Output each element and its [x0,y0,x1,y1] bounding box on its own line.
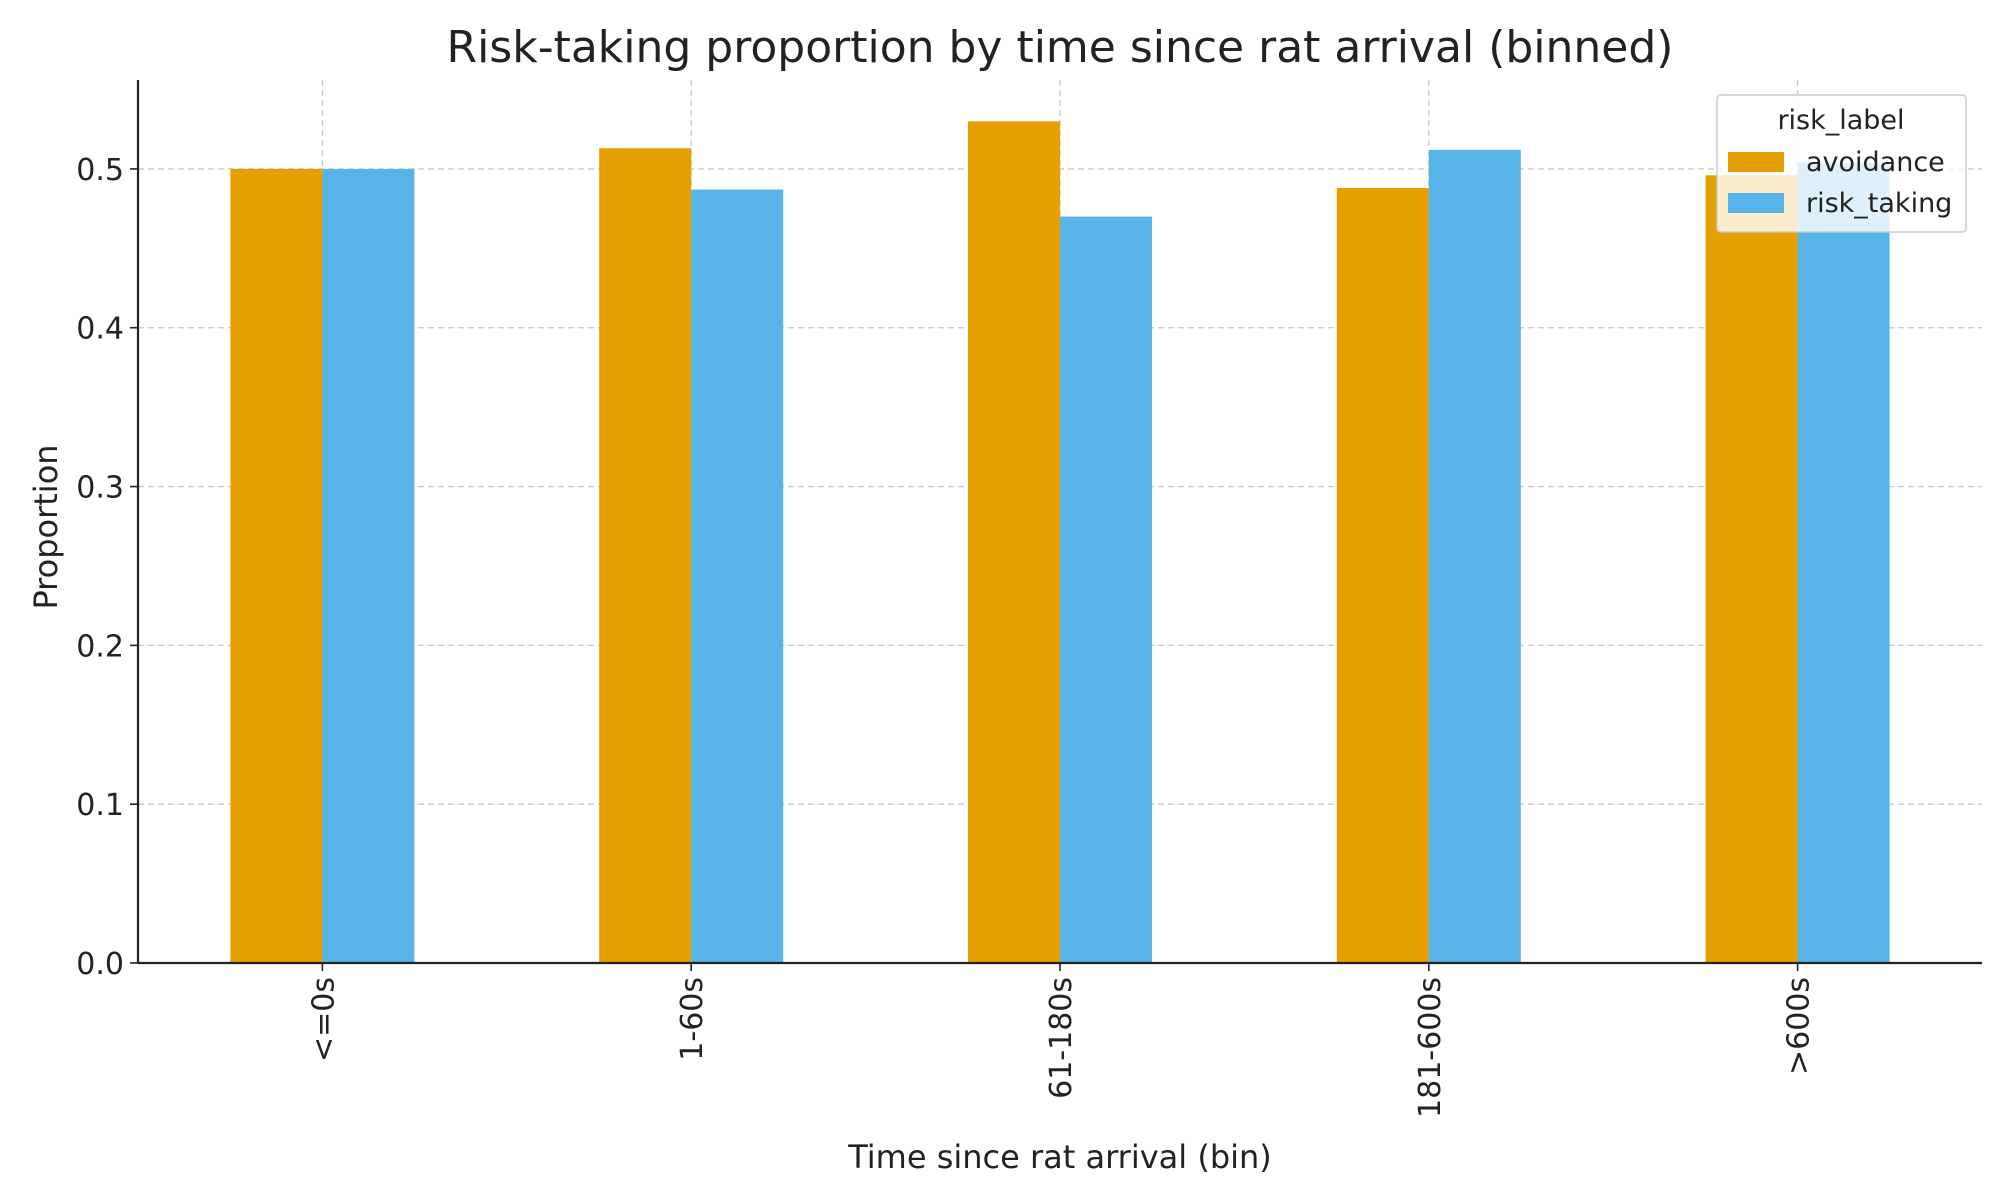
x-axis-label: Time since rat arrival (bin) [847,1138,1272,1176]
legend-swatch-risk-taking [1728,193,1784,213]
legend-label-risk-taking: risk_taking [1806,188,1952,219]
axes [130,80,1982,971]
y-tick-label: 0.2 [76,629,124,664]
x-tick-label-1-60s: 1-60s [675,977,710,1061]
y-tick-label: 0.0 [76,947,124,982]
x-tick-label-181-600s: 181-600s [1413,977,1448,1118]
x-tick-labels: <=0s 1-60s 61-180s 181-600s >600s [306,977,1816,1118]
chart-title: Risk-taking proportion by time since rat… [447,22,1674,73]
y-tick-label: 0.5 [76,153,124,188]
bar-risk-taking-0s [322,168,415,964]
bar-avoidance-181-600s [1336,187,1429,964]
bars [230,121,1890,964]
bar-risk-taking-181-600s [1428,149,1521,964]
bar-risk-taking-600s [1797,162,1890,963]
bar-avoidance-0s [230,168,323,964]
legend-swatch-avoidance [1728,152,1784,172]
bar-risk-taking-61-180s [1060,216,1152,964]
x-tick-label-0s: <=0s [306,977,341,1062]
y-tick-label: 0.3 [76,471,124,506]
y-axis-label: Proportion [27,444,65,609]
bar-avoidance-1-60s [599,148,692,964]
bar-avoidance-61-180s [968,121,1060,963]
bar-risk-taking-1-60s [691,189,784,963]
x-tick-label-600s: >600s [1782,977,1817,1075]
legend-label-avoidance: avoidance [1806,147,1945,178]
y-tick-labels: 0.0 0.1 0.2 0.3 0.4 0.5 [76,153,124,982]
legend-title: risk_label [1777,105,1904,136]
y-tick-label: 0.1 [76,788,124,823]
bar-avoidance-600s [1705,175,1798,963]
y-tick-label: 0.4 [76,312,124,347]
x-tick-label-61-180s: 61-180s [1044,977,1079,1099]
legend: risk_label avoidance risk_taking [1716,94,1967,233]
